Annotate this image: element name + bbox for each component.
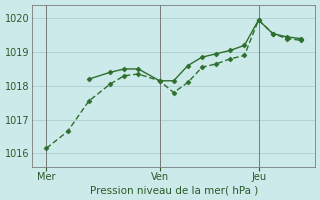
X-axis label: Pression niveau de la mer( hPa ): Pression niveau de la mer( hPa ) bbox=[90, 185, 258, 195]
